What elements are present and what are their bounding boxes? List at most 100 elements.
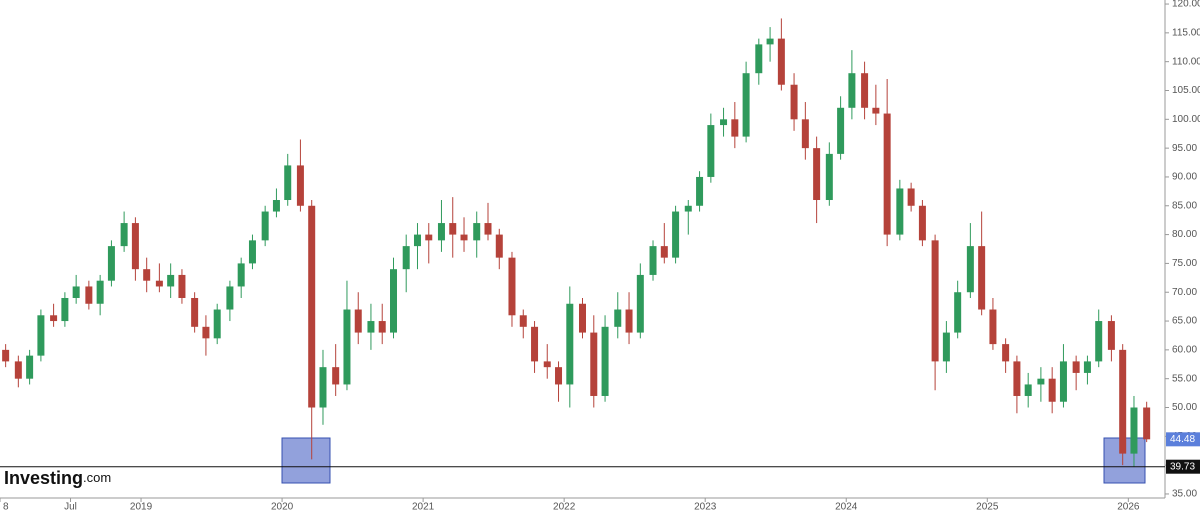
candle-body	[96, 280, 104, 304]
candle-body	[931, 240, 939, 362]
candle-body	[437, 223, 445, 241]
candle-body	[191, 297, 199, 327]
candle-body	[460, 234, 468, 241]
candle-body	[777, 38, 785, 85]
candle-body	[684, 205, 692, 212]
candle-body	[37, 315, 45, 356]
candle-body	[332, 367, 340, 385]
candle-body	[1059, 361, 1067, 402]
candle-body	[14, 361, 22, 379]
candle-body	[942, 332, 950, 362]
candle-body	[531, 326, 539, 362]
candle-body	[367, 321, 375, 333]
candle-body	[519, 315, 527, 327]
candle-body	[755, 44, 763, 74]
candle-body	[167, 274, 175, 287]
candle-body	[649, 246, 657, 275]
y-tick-label: 120.00	[1172, 0, 1200, 10]
candle-body	[261, 211, 269, 241]
candle-body	[155, 280, 163, 287]
candle-body	[202, 326, 210, 339]
candle-body	[672, 211, 680, 258]
candle-body	[543, 361, 551, 368]
candle-body	[766, 38, 774, 45]
y-tick-label: 35.00	[1172, 489, 1197, 500]
candle-body	[473, 223, 481, 241]
x-tick-label: 8	[3, 502, 9, 513]
candle-body	[825, 153, 833, 201]
candle-body	[1002, 344, 1010, 362]
candle-body	[26, 355, 34, 379]
candle-body	[402, 246, 410, 270]
candle-body	[861, 73, 869, 108]
x-tick-label: Jul	[64, 502, 77, 513]
candle-body	[1130, 407, 1138, 454]
candle-body	[907, 188, 915, 206]
candle-body	[614, 309, 622, 327]
candle-body	[1013, 361, 1021, 396]
x-tick-label: 2024	[835, 502, 858, 513]
price-tag	[1166, 459, 1200, 474]
candle-body	[61, 297, 69, 322]
price-tag-label: 39.73	[1170, 461, 1195, 472]
plot	[2, 18, 1151, 467]
candle-body	[449, 223, 457, 235]
candle-body	[625, 309, 633, 333]
candle-body	[590, 332, 598, 396]
candle-body	[272, 200, 280, 212]
candle-body	[50, 315, 58, 322]
candle-body	[248, 240, 256, 264]
x-tick-label: 2021	[412, 502, 435, 513]
candle-body	[178, 274, 186, 298]
candle-body	[966, 246, 974, 293]
candle-body	[319, 367, 327, 408]
candle-body	[85, 286, 93, 304]
candle-body	[237, 263, 245, 287]
candle-body	[131, 223, 139, 270]
candle-body	[296, 165, 304, 206]
candle-body	[636, 274, 644, 333]
candle-body	[120, 223, 128, 247]
price-tag-label: 44.48	[1170, 434, 1195, 445]
candle-body	[390, 269, 398, 333]
candle-body	[742, 73, 750, 137]
x-tick-label: 2023	[694, 502, 717, 513]
y-tick-label: 50.00	[1172, 402, 1197, 413]
x-tick-label: 2022	[553, 502, 576, 513]
candle-body	[1143, 407, 1151, 440]
candle-body	[2, 349, 10, 362]
candle-body	[226, 286, 234, 310]
candle-body	[579, 303, 586, 333]
y-tick-label: 55.00	[1172, 373, 1197, 384]
y-tick-label: 90.00	[1172, 172, 1197, 183]
y-tick-label: 100.00	[1172, 114, 1200, 125]
x-tick-label: 2020	[271, 502, 294, 513]
candle-body	[555, 367, 563, 385]
candle-body	[720, 119, 728, 126]
candle-body	[801, 119, 809, 149]
candle-body	[508, 257, 516, 316]
candle-body	[413, 234, 421, 247]
candle-body	[918, 205, 926, 241]
candle-body	[813, 148, 821, 201]
candle-body	[896, 188, 904, 235]
logo-suffix: .com	[83, 470, 111, 485]
candle-body	[848, 73, 856, 108]
candle-body	[143, 269, 151, 281]
y-tick-label: 75.00	[1172, 258, 1197, 269]
y-tick-label: 70.00	[1172, 287, 1197, 298]
candle-body	[72, 286, 80, 298]
highlight-box	[281, 437, 331, 484]
candle-body	[495, 234, 503, 258]
y-tick-label: 115.00	[1172, 27, 1200, 38]
candle-body	[601, 326, 609, 396]
candle-body	[343, 309, 351, 385]
candle-body	[1072, 361, 1080, 373]
candle-body	[284, 165, 292, 201]
candle-body	[731, 119, 739, 137]
candle-body	[1048, 378, 1056, 402]
x-tick-label: 2019	[130, 502, 153, 513]
logo-name: Investing	[4, 468, 83, 488]
candle-body	[1083, 361, 1091, 373]
